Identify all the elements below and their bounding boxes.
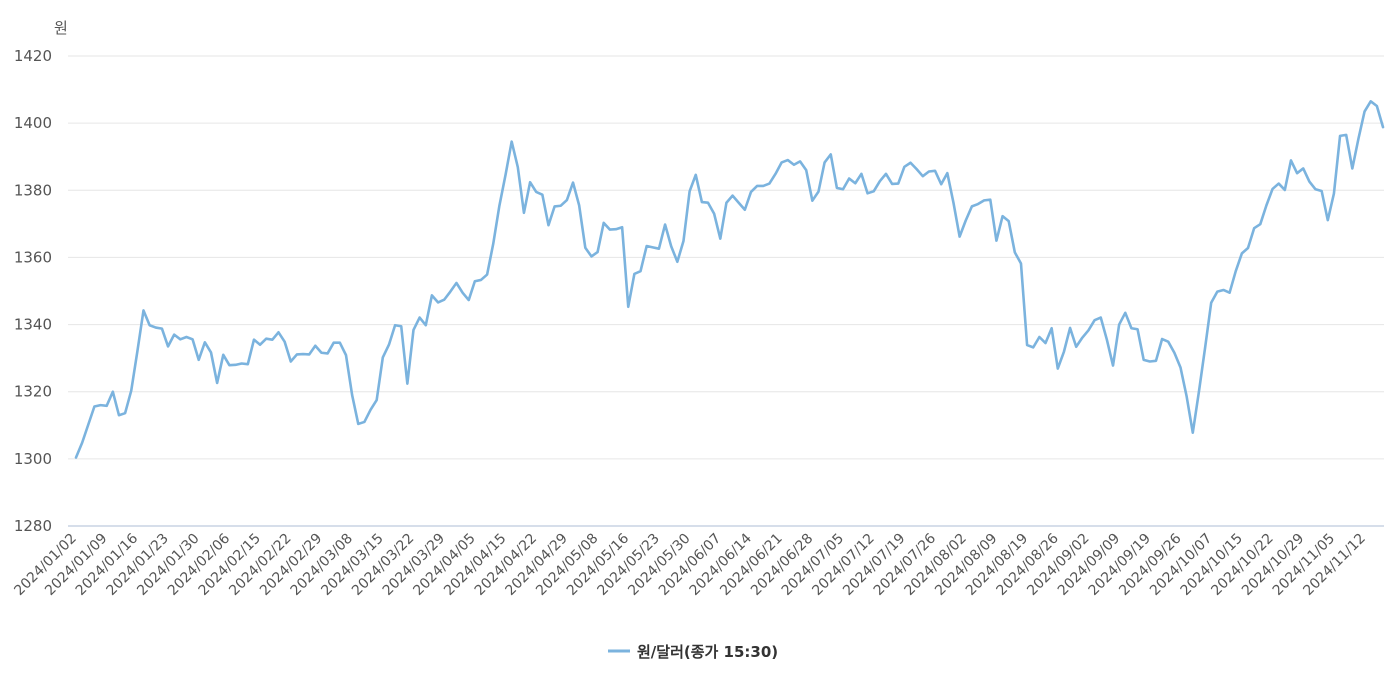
y-tick-label: 1300 [14,450,52,468]
y-tick-label: 1320 [14,383,52,401]
y-axis-tick-labels: 1280 1300 1320 1340 1360 1380 1400 1420 [14,47,52,535]
y-tick-label: 1400 [14,114,52,132]
y-tick-label: 1420 [14,47,52,65]
y-tick-label: 1340 [14,316,52,334]
y-axis-unit-label: 원 [54,19,68,37]
x-axis-tick-labels: 2024/01/022024/01/092024/01/162024/01/23… [11,530,1368,598]
legend[interactable]: 원/달러(종가 15:30) [608,643,778,661]
y-tick-label: 1360 [14,248,52,266]
series-group [74,100,1385,459]
y-tick-label: 1280 [14,517,52,535]
gridlines [68,55,1384,527]
y-tick-label: 1380 [14,181,52,199]
legend-label[interactable]: 원/달러(종가 15:30) [637,643,778,661]
series-line-0[interactable] [74,100,1385,459]
